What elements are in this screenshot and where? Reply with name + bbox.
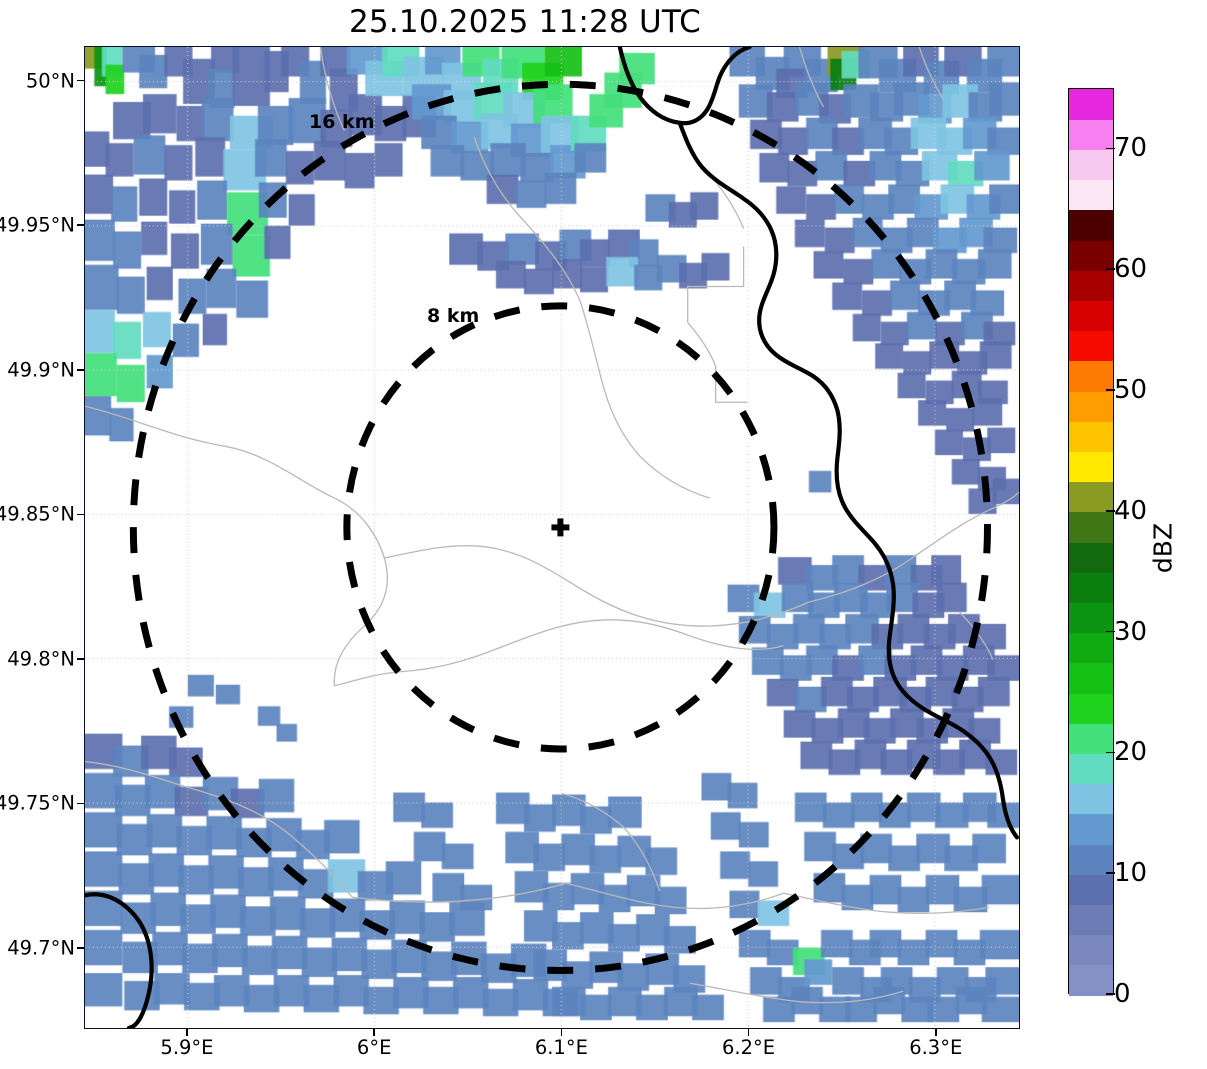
colorbar-band xyxy=(1069,783,1113,815)
colorbar-tick-label: 40 xyxy=(1114,495,1148,526)
x-axis-tick-mark xyxy=(186,1029,188,1036)
colorbar-band xyxy=(1069,813,1113,845)
colorbar-band xyxy=(1069,844,1113,875)
colorbar-tick-mark xyxy=(1106,630,1115,633)
colorbar-tick-label: 70 xyxy=(1114,133,1148,164)
y-axis-tick-label: 49.95°N xyxy=(0,213,75,237)
colorbar-band xyxy=(1069,542,1113,573)
colorbar-band xyxy=(1069,119,1113,150)
radar-plot-area[interactable]: 16 km 8 km xyxy=(84,46,1020,1029)
x-axis-tick-mark xyxy=(934,1029,937,1036)
y-axis-tick-mark xyxy=(77,658,84,660)
y-axis-tick-label: 49.9°N xyxy=(7,358,75,382)
radar-reflectivity-layer xyxy=(85,47,1019,1028)
colorbar-title: dBZ xyxy=(1148,522,1178,574)
colorbar-band xyxy=(1069,300,1113,332)
colorbar-band xyxy=(1069,149,1113,181)
colorbar-band xyxy=(1069,330,1113,362)
colorbar-tick-label: 30 xyxy=(1114,616,1148,647)
y-axis-tick-label: 49.85°N xyxy=(0,502,75,526)
colorbar-tick-mark xyxy=(1106,268,1115,270)
y-axis-tick-mark xyxy=(77,369,84,371)
x-axis-tick-mark xyxy=(747,1029,750,1036)
colorbar-tick-mark xyxy=(1106,872,1115,874)
colorbar-tick-label: 20 xyxy=(1114,737,1148,768)
colorbar-band xyxy=(1069,572,1113,603)
colorbar-band xyxy=(1069,481,1113,513)
colorbar[interactable] xyxy=(1068,88,1114,996)
page-title: 25.10.2025 11:28 UTC xyxy=(349,4,701,40)
colorbar-band xyxy=(1069,632,1113,664)
x-axis-tick-label: 5.9°E xyxy=(160,1036,214,1059)
y-axis-tick-mark xyxy=(77,802,84,805)
colorbar-tick-label: 50 xyxy=(1114,375,1148,405)
x-axis-tick-label: 6.3°E xyxy=(909,1036,963,1059)
y-axis-tick-mark xyxy=(77,224,84,227)
colorbar-band xyxy=(1069,934,1113,966)
colorbar-band xyxy=(1069,270,1113,301)
x-axis-tick-label: 6.1°E xyxy=(534,1036,588,1059)
y-axis-tick-label: 49.7°N xyxy=(7,936,75,960)
colorbar-band xyxy=(1069,662,1113,694)
colorbar-tick-label: 10 xyxy=(1114,858,1148,889)
y-axis-tick-mark xyxy=(77,947,84,949)
x-axis-tick-label: 6.2°E xyxy=(722,1036,776,1059)
colorbar-band xyxy=(1069,421,1113,452)
colorbar-band xyxy=(1069,240,1113,271)
y-axis-tick-label: 49.75°N xyxy=(0,791,75,815)
y-axis-tick-mark xyxy=(77,513,84,516)
colorbar-band xyxy=(1069,964,1113,996)
y-axis-tick-label: 50°N xyxy=(25,69,75,93)
colorbar-tick-mark xyxy=(1106,510,1115,512)
colorbar-band xyxy=(1069,89,1113,120)
colorbar-band xyxy=(1069,753,1113,785)
colorbar-tick-mark xyxy=(1106,751,1115,754)
colorbar-tick-mark xyxy=(1106,389,1115,391)
colorbar-tick-label: 0 xyxy=(1114,979,1131,1009)
colorbar-band xyxy=(1069,693,1113,724)
colorbar-band xyxy=(1069,874,1113,905)
colorbar-band xyxy=(1069,451,1113,483)
colorbar-band xyxy=(1069,602,1113,634)
x-axis-tick-mark xyxy=(373,1029,375,1036)
colorbar-tick-mark xyxy=(1106,147,1115,150)
colorbar-band xyxy=(1069,904,1113,936)
colorbar-band xyxy=(1069,511,1113,543)
colorbar-band xyxy=(1069,360,1113,392)
y-axis-tick-label: 49.8°N xyxy=(7,647,75,671)
colorbar-band xyxy=(1069,209,1113,241)
colorbar-tick-mark xyxy=(1106,993,1115,995)
y-axis-tick-mark xyxy=(77,79,84,82)
range-ring-label-16km: 16 km xyxy=(309,111,375,133)
x-axis-tick-label: 6°E xyxy=(356,1036,392,1059)
colorbar-band xyxy=(1069,723,1113,754)
colorbar-band xyxy=(1069,179,1113,211)
x-axis-tick-mark xyxy=(560,1029,563,1036)
colorbar-tick-label: 60 xyxy=(1114,254,1148,285)
range-ring-label-8km: 8 km xyxy=(427,305,480,327)
colorbar-band xyxy=(1069,391,1113,422)
